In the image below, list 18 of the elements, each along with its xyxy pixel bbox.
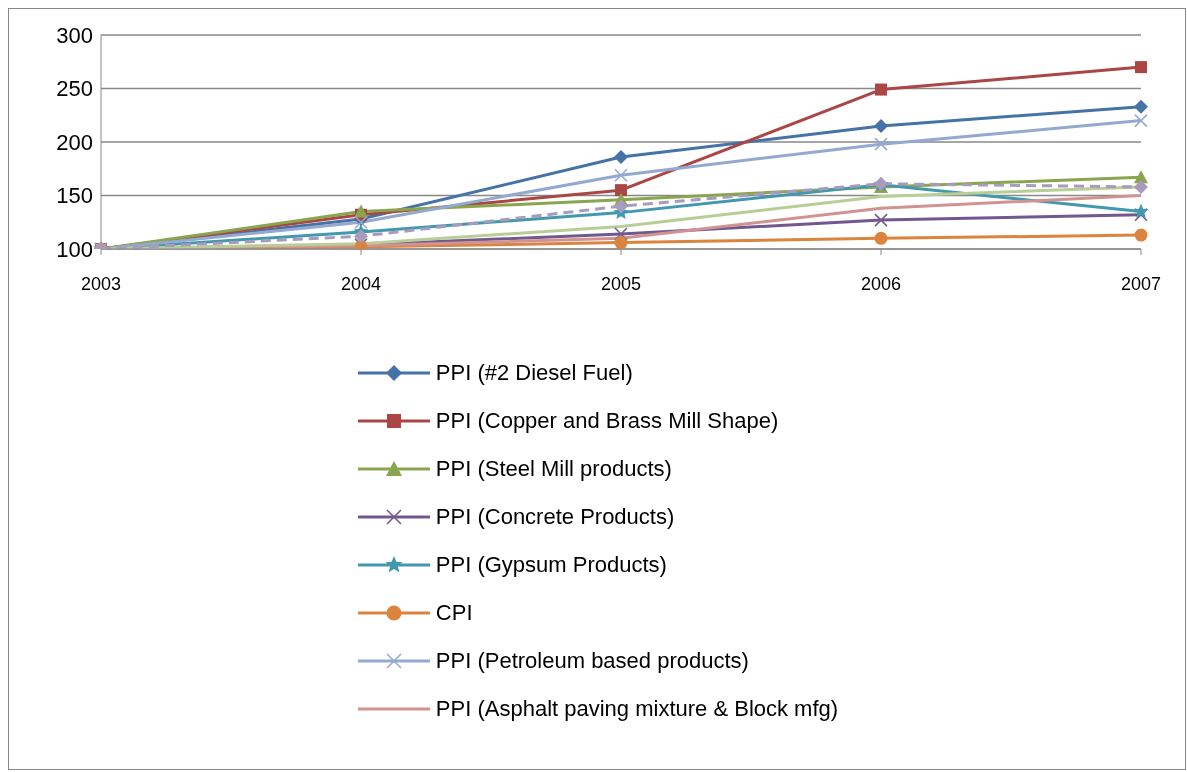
x-tick-label: 2006 xyxy=(860,273,902,294)
legend-label: PPI (#2 Diesel Fuel) xyxy=(435,360,633,386)
x-tick-label: 2004 xyxy=(340,273,382,294)
x-tick-label: 2003 xyxy=(80,273,122,294)
legend-label: PPI (Petroleum based products) xyxy=(435,648,749,674)
y-tick-label: 300 xyxy=(56,22,93,48)
legend-label: PPI (Copper and Brass Mill Shape) xyxy=(435,408,779,434)
y-tick-label: 100 xyxy=(56,236,93,262)
x-tick-label: 2007 xyxy=(1120,273,1162,294)
legend-label: CPI xyxy=(435,600,473,626)
y-tick-label: 200 xyxy=(56,129,93,155)
y-tick-label: 250 xyxy=(56,76,93,102)
legend-label: PPI (Concrete Products) xyxy=(435,504,675,530)
legend-label: PPI (Steel Mill products) xyxy=(435,456,672,482)
legend-label: PPI (Asphalt paving mixture & Block mfg) xyxy=(435,696,839,722)
legend-label: PPI (Gypsum Products) xyxy=(435,552,667,578)
x-tick-label: 2005 xyxy=(600,273,642,294)
y-tick-label: 150 xyxy=(56,183,93,209)
